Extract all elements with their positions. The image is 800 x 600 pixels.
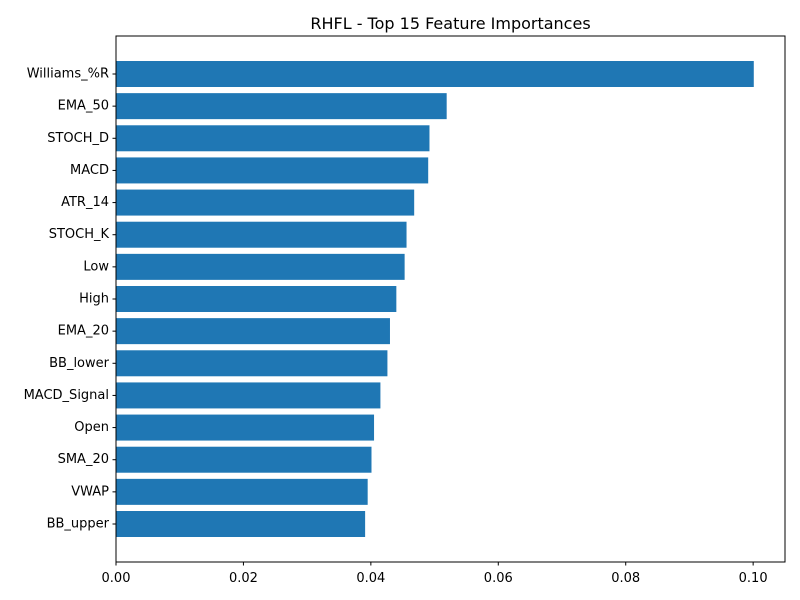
- bar-ema-20: [116, 318, 390, 345]
- bar-low: [116, 253, 405, 280]
- y-tick-label: EMA_50: [58, 99, 109, 114]
- y-tick-label: EMA_20: [58, 324, 109, 339]
- bars-group: [116, 61, 754, 537]
- bar-macd: [116, 157, 429, 184]
- y-tick-label: MACD_Signal: [24, 388, 109, 403]
- y-tick-label: ATR_14: [61, 195, 109, 210]
- y-tick-label: STOCH_D: [47, 131, 109, 146]
- x-tick-label: 0.02: [229, 571, 258, 586]
- bar-bb-upper: [116, 511, 366, 537]
- y-tick-label: MACD: [70, 163, 109, 178]
- y-tick-label: High: [79, 292, 109, 307]
- plot-frame: [115, 35, 786, 563]
- x-tick-label: 0.06: [484, 571, 513, 586]
- x-axis-ticks: 0.00 0.02 0.04 0.06 0.08 0.10: [102, 562, 768, 586]
- y-tick-label: Williams_%R: [27, 67, 109, 82]
- y-tick-label: VWAP: [71, 484, 109, 499]
- bar-macd-signal: [116, 382, 381, 409]
- bar-atr-14: [116, 189, 415, 216]
- x-tick-label: 0.08: [611, 571, 640, 586]
- bar-stoch-d: [116, 125, 430, 152]
- x-tick-label: 0.10: [739, 571, 768, 586]
- bar-sma-20: [116, 446, 372, 473]
- y-tick-label: BB_upper: [47, 517, 110, 532]
- y-tick-label: Open: [74, 420, 109, 435]
- y-tick-label: Low: [83, 259, 109, 274]
- y-tick-label: SMA_20: [58, 452, 109, 467]
- chart-title: RHFL - Top 15 Feature Importances: [310, 14, 590, 33]
- x-tick-label: 0.00: [102, 571, 131, 586]
- y-tick-label: BB_lower: [49, 356, 110, 371]
- bar-vwap: [116, 478, 368, 505]
- bar-bb-lower: [116, 350, 388, 377]
- bar-open: [116, 414, 375, 441]
- bar-high: [116, 286, 397, 312]
- x-tick-label: 0.04: [356, 571, 385, 586]
- y-tick-label: STOCH_K: [49, 227, 110, 242]
- bar-williams-r: [116, 61, 754, 87]
- bar-ema-50: [116, 93, 447, 120]
- bar-stoch-k: [116, 221, 407, 248]
- y-axis-ticks: Williams_%R EMA_50 STOCH_D MACD ATR_14 STOCH_…: [24, 67, 116, 532]
